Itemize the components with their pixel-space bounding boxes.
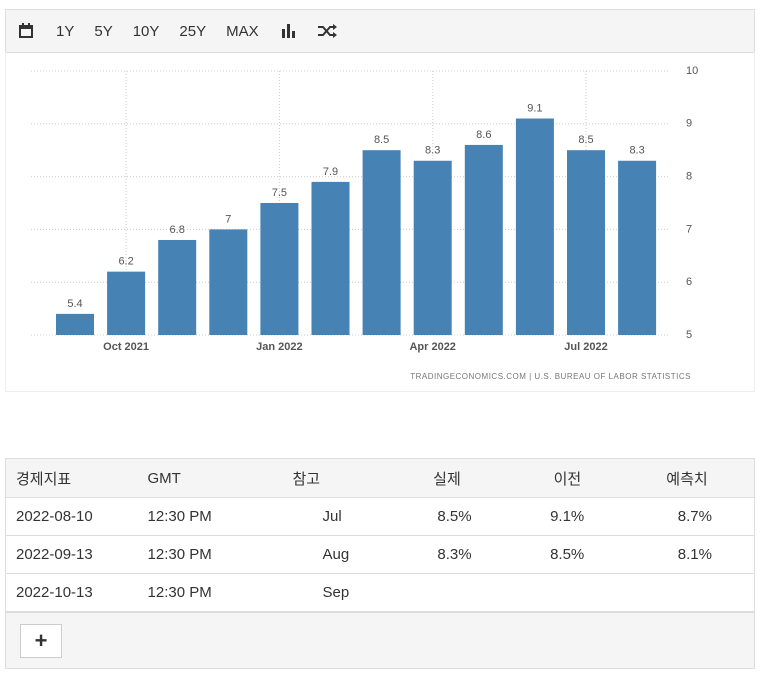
header-row: 경제지표 GMT 참고 실제 이전 예측치 xyxy=(5,458,755,498)
table-row: 2022-10-13 12:30 PM Sep xyxy=(5,573,755,612)
bar-chart-icon[interactable] xyxy=(281,23,297,39)
cell: 8.1% xyxy=(626,535,755,574)
value-label: 5.4 xyxy=(67,298,82,310)
range-button[interactable]: 25Y xyxy=(179,22,207,40)
cell: 8.5% xyxy=(393,497,514,536)
range-button[interactable]: 10Y xyxy=(132,22,160,40)
value-label: 6.2 xyxy=(118,256,133,268)
cell xyxy=(626,573,755,612)
value-label: 8.6 xyxy=(476,129,491,141)
cell: 12:30 PM xyxy=(137,535,253,574)
bar xyxy=(158,239,197,335)
y-tick-label: 8 xyxy=(686,171,692,183)
value-label: 8.5 xyxy=(374,134,389,146)
value-label: 8.5 xyxy=(578,134,593,146)
y-tick-label: 7 xyxy=(686,223,692,235)
bar xyxy=(209,229,248,335)
value-label: 7 xyxy=(225,213,231,225)
range-button[interactable]: MAX xyxy=(226,22,259,40)
chart: 5 6 7 8 9 10 5.4 Oct 2021 6.2 6.8 7 Jan 2022 7.5 7.9 8… xyxy=(5,52,755,392)
x-tick-label: Jul 2022 xyxy=(564,341,607,353)
bar xyxy=(362,150,401,335)
x-tick-label: Oct 2021 xyxy=(103,341,149,353)
calendar-table: 경제지표 GMT 참고 실제 이전 예측치 2022-08-10 12:30 PM Jul 8.5… xyxy=(5,458,755,612)
value-label: 7.9 xyxy=(323,166,338,178)
table-row: 2022-09-13 12:30 PM Aug 8.3% 8.5% 8.1% xyxy=(5,535,755,574)
cell: 8.5% xyxy=(513,535,627,574)
table-row: 2022-08-10 12:30 PM Jul 8.5% 9.1% 8.7% xyxy=(5,497,755,536)
cell xyxy=(513,573,627,612)
bar xyxy=(311,181,350,335)
cell: 2022-09-13 xyxy=(5,535,138,574)
source: TRADINGECONOMICS.COM | U.S. BUREAU OF LA… xyxy=(410,372,691,381)
value-label: 7.5 xyxy=(272,187,287,199)
bar xyxy=(515,118,554,336)
cell: GMT xyxy=(137,458,253,498)
bar xyxy=(567,150,605,335)
bar xyxy=(107,271,146,335)
y-tick-label: 10 xyxy=(686,65,698,77)
cell xyxy=(393,573,514,612)
cell: 경제지표 xyxy=(5,458,138,498)
y-tick-label: 5 xyxy=(686,329,692,341)
value-label: 8.3 xyxy=(425,145,440,157)
cell: 8.7% xyxy=(626,497,755,536)
bar xyxy=(618,160,657,335)
y-tick-label: 6 xyxy=(686,276,692,288)
add-button[interactable]: + xyxy=(20,624,62,658)
x-tick-label: Apr 2022 xyxy=(409,341,455,353)
table-footer: + xyxy=(5,612,755,669)
bar xyxy=(464,144,503,335)
value-label: 6.8 xyxy=(170,224,185,236)
range-button[interactable]: 1Y xyxy=(56,22,75,40)
cell: 12:30 PM xyxy=(137,573,253,612)
toolbar: 1Y 5Y 10Y 25Y MAX xyxy=(5,9,755,53)
cell: 9.1% xyxy=(513,497,627,536)
cell: 예측치 xyxy=(626,458,755,498)
cell: Jul xyxy=(252,497,394,536)
value-label: 9.1 xyxy=(527,102,542,114)
cell: Aug xyxy=(252,535,394,574)
y-tick-label: 9 xyxy=(686,118,692,130)
bar xyxy=(56,313,94,335)
cell: 참고 xyxy=(252,458,394,498)
range-buttons: 1Y 5Y 10Y 25Y MAX xyxy=(56,23,279,40)
cell: 2022-08-10 xyxy=(5,497,138,536)
cell: 8.3% xyxy=(393,535,514,574)
x-tick-label: Jan 2022 xyxy=(256,341,302,353)
bar xyxy=(413,160,452,335)
cell: 2022-10-13 xyxy=(5,573,138,612)
value-label: 8.3 xyxy=(629,145,644,157)
cell: Sep xyxy=(252,573,394,612)
shuffle-icon[interactable] xyxy=(317,23,337,39)
bar xyxy=(260,203,299,335)
cell: 실제 xyxy=(393,458,514,498)
range-button[interactable]: 5Y xyxy=(94,22,113,40)
cell: 12:30 PM xyxy=(137,497,253,536)
calendar-icon[interactable] xyxy=(18,23,34,39)
cell: 이전 xyxy=(513,458,627,498)
